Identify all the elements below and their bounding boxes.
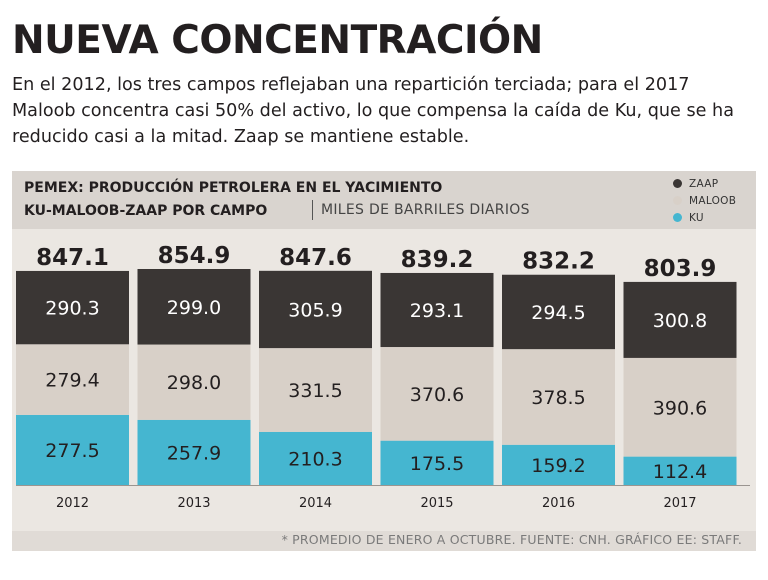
value-label-maloob-2016: 378.5 <box>531 387 585 409</box>
bar-segment-maloob-2013 <box>137 344 251 420</box>
legend-item-ku: KU <box>673 209 736 226</box>
chart-unit: MILES DE BARRILES DIARIOS <box>321 202 530 218</box>
value-label-ku-2014: 210.3 <box>288 448 342 470</box>
value-label-zaap-2015: 293.1 <box>410 300 464 322</box>
chart-header: PEMEX: PRODUCCIÓN PETROLERA EN EL YACIMI… <box>12 171 756 229</box>
legend-item-zaap: ZAAP <box>673 175 736 192</box>
bar-segment-zaap-2012 <box>16 270 129 345</box>
chart-legend: ZAAP MALOOB KU <box>673 175 736 226</box>
bar-segment-ku-2016 <box>502 444 615 485</box>
x-tick-label-2012: 2012 <box>56 496 89 511</box>
bar-segment-ku-2012 <box>16 414 129 485</box>
bar-segment-zaap-2013 <box>137 269 251 345</box>
bar-segment-maloob-2014 <box>259 348 372 432</box>
bar-segment-zaap-2015 <box>380 272 494 348</box>
chart-title-line1: PEMEX: PRODUCCIÓN PETROLERA EN EL YACIMI… <box>24 180 443 196</box>
bar-segment-ku-2015 <box>380 440 494 485</box>
legend-label-ku: KU <box>689 211 704 224</box>
value-label-ku-2012: 277.5 <box>45 440 99 462</box>
x-tick-label-2016: 2016 <box>542 496 575 511</box>
bar-segment-maloob-2012 <box>16 344 129 415</box>
value-label-ku-2017: 112.4 <box>653 461 707 483</box>
legend-item-maloob: MALOOB <box>673 192 736 209</box>
value-label-maloob-2014: 331.5 <box>288 380 342 402</box>
total-label-2015: 839.2 <box>401 247 474 273</box>
value-label-maloob-2013: 298.0 <box>167 372 221 394</box>
bar-segment-ku-2014 <box>259 431 372 485</box>
bar-segment-zaap-2016 <box>502 274 615 350</box>
legend-label-zaap: ZAAP <box>689 177 719 190</box>
total-label-2013: 854.9 <box>158 243 231 269</box>
value-label-maloob-2012: 279.4 <box>45 370 99 392</box>
bar-segment-ku-2017 <box>623 456 737 485</box>
page-title: NUEVA CONCENTRACIÓN <box>12 18 543 63</box>
value-label-zaap-2012: 290.3 <box>45 298 99 320</box>
value-label-ku-2013: 257.9 <box>167 442 221 464</box>
value-label-zaap-2016: 294.5 <box>531 302 585 324</box>
bar-segment-ku-2013 <box>137 419 251 485</box>
bar-segment-maloob-2017 <box>623 357 737 457</box>
x-tick-label-2013: 2013 <box>177 496 210 511</box>
total-label-2014: 847.6 <box>279 245 352 271</box>
legend-swatch-ku <box>673 213 682 222</box>
source-note: * PROMEDIO DE ENERO A OCTUBRE. FUENTE: C… <box>281 532 742 547</box>
chart-title-line2: KU-MALOOB-ZAAP POR CAMPO <box>24 203 268 219</box>
bar-segment-zaap-2017 <box>623 281 737 358</box>
value-label-zaap-2013: 299.0 <box>167 297 221 319</box>
page-subtitle: En el 2012, los tres campos reflejaban u… <box>12 75 734 147</box>
unit-separator <box>312 200 313 220</box>
value-label-zaap-2017: 300.8 <box>653 310 707 332</box>
value-label-maloob-2015: 370.6 <box>410 384 464 406</box>
total-label-2016: 832.2 <box>522 249 595 275</box>
value-label-ku-2015: 175.5 <box>410 453 464 475</box>
bar-segment-maloob-2016 <box>502 349 615 445</box>
bar-segment-maloob-2015 <box>380 347 494 441</box>
x-tick-label-2015: 2015 <box>420 496 453 511</box>
stacked-bar-chart: 277.5 279.4 290.3 847.1 2012 257.9 298.0 299.0 8… <box>16 243 750 511</box>
chart-panel: PEMEX: PRODUCCIÓN PETROLERA EN EL YACIMI… <box>12 171 756 551</box>
value-label-ku-2016: 159.2 <box>531 455 585 477</box>
x-tick-label-2017: 2017 <box>663 496 696 511</box>
x-tick-label-2014: 2014 <box>299 496 332 511</box>
legend-swatch-maloob <box>673 196 682 205</box>
total-label-2017: 803.9 <box>644 256 717 282</box>
value-label-maloob-2017: 390.6 <box>653 397 707 419</box>
value-label-zaap-2014: 305.9 <box>288 299 342 321</box>
footer-bar: * PROMEDIO DE ENERO A OCTUBRE. FUENTE: C… <box>12 531 756 551</box>
legend-label-maloob: MALOOB <box>689 194 737 207</box>
bar-segment-zaap-2014 <box>259 270 372 349</box>
total-label-2012: 847.1 <box>36 245 109 271</box>
legend-swatch-zaap <box>673 179 682 188</box>
